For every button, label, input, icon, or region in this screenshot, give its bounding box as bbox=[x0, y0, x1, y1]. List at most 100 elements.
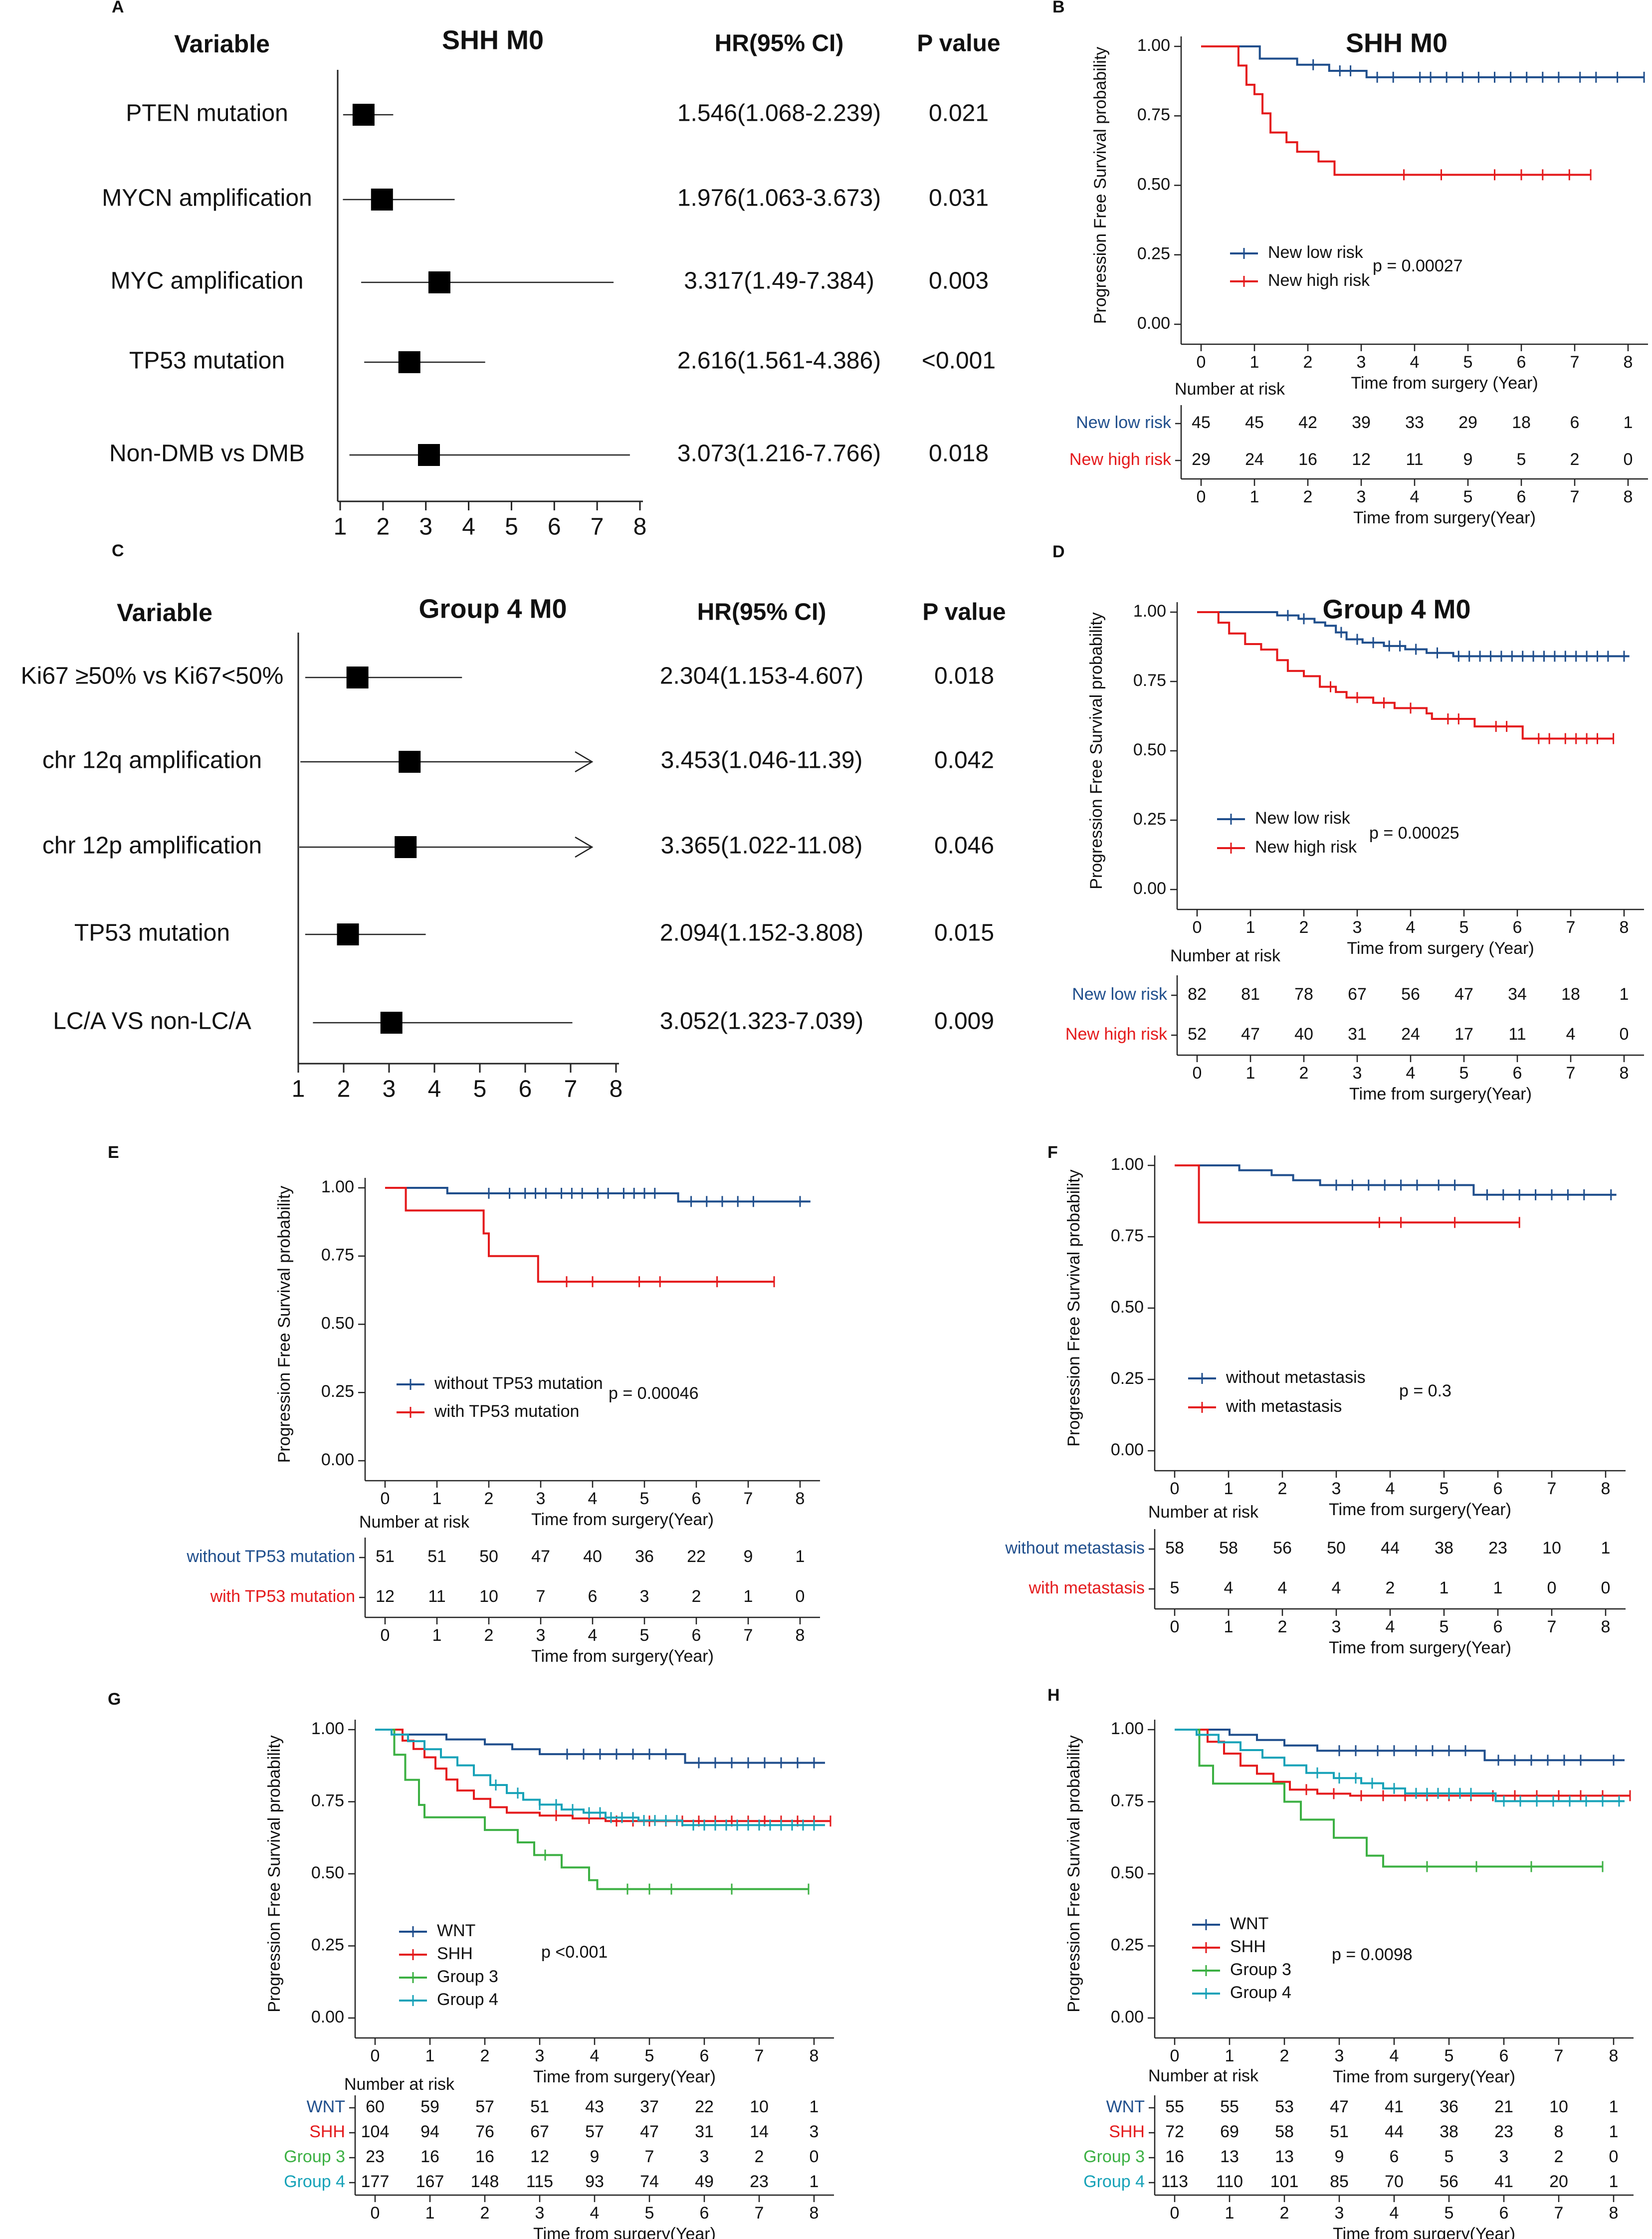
km-y-tick-label: 0.25 bbox=[321, 1382, 354, 1401]
risk-x-tick-label: 8 bbox=[1601, 1617, 1611, 1636]
risk-value: 45 bbox=[1245, 413, 1264, 432]
hr-marker bbox=[399, 751, 421, 773]
forest-title: SHH M0 bbox=[442, 25, 544, 55]
risk-x-tick-label: 7 bbox=[1570, 487, 1580, 506]
km-x-tick-label: 1 bbox=[1224, 1479, 1234, 1498]
risk-value: 57 bbox=[475, 2097, 494, 2116]
legend-label: Group 3 bbox=[437, 1967, 498, 1986]
risk-value: 29 bbox=[1192, 450, 1211, 469]
risk-value: 67 bbox=[530, 2122, 549, 2141]
risk-value: 4 bbox=[1224, 1578, 1234, 1597]
legend-label: Group 3 bbox=[1230, 1960, 1291, 1979]
km-x-tick-label: 7 bbox=[1554, 2046, 1564, 2065]
ci-arrow bbox=[575, 836, 594, 858]
row-p-value: 0.042 bbox=[934, 747, 994, 774]
km-x-tick-label: 7 bbox=[755, 2046, 764, 2065]
km-y-label: Progression Free Survival probability bbox=[1087, 612, 1106, 890]
km-x-tick-label: 5 bbox=[640, 1489, 649, 1508]
risk-x-tick-label: 6 bbox=[700, 2204, 709, 2223]
risk-x-tick-label: 5 bbox=[1463, 487, 1473, 506]
km-curve-shh bbox=[1175, 1729, 1630, 1797]
risk-x-label: Time from surgery(Year) bbox=[531, 1647, 714, 1666]
row-label: MYC amplification bbox=[111, 268, 304, 294]
km-x-tick-label: 2 bbox=[1303, 353, 1313, 372]
risk-value: 12 bbox=[530, 2147, 549, 2166]
risk-row-label: SHH bbox=[309, 2122, 345, 2141]
risk-value: 0 bbox=[1547, 1578, 1557, 1597]
km-x-tick-label: 2 bbox=[1278, 1479, 1287, 1498]
hr-marker bbox=[428, 271, 450, 293]
risk-value: 18 bbox=[1512, 413, 1531, 432]
risk-value: 40 bbox=[1294, 1025, 1313, 1044]
forest-x-tick-label: 6 bbox=[548, 514, 561, 540]
km-y-tick-label: 0.50 bbox=[1111, 1298, 1144, 1317]
risk-x-tick-label: 5 bbox=[645, 2204, 654, 2223]
forest-x-tick-label: 3 bbox=[419, 514, 432, 540]
risk-value: 14 bbox=[750, 2122, 769, 2141]
risk-x-tick-label: 3 bbox=[1357, 487, 1366, 506]
risk-value: 16 bbox=[475, 2147, 494, 2166]
risk-row-label: with metastasis bbox=[1029, 1578, 1145, 1597]
km-x-tick-label: 1 bbox=[1246, 918, 1255, 937]
risk-value: 1 bbox=[810, 2097, 819, 2116]
risk-value: 177 bbox=[361, 2172, 390, 2191]
risk-value: 0 bbox=[1609, 2147, 1619, 2166]
risk-x-label: Time from surgery(Year) bbox=[533, 2225, 716, 2239]
km-x-tick-label: 3 bbox=[535, 2046, 545, 2065]
risk-value: 52 bbox=[1188, 1025, 1207, 1044]
hr-marker bbox=[395, 836, 417, 858]
risk-x-tick-label: 6 bbox=[1493, 1617, 1503, 1636]
legend-label: WNT bbox=[1230, 1914, 1268, 1933]
risk-value: 47 bbox=[1454, 985, 1473, 1004]
risk-value: 0 bbox=[810, 2147, 819, 2166]
risk-x-tick-label: 4 bbox=[1390, 2204, 1399, 2223]
risk-value: 0 bbox=[1601, 1578, 1611, 1597]
risk-value: 10 bbox=[1542, 1539, 1561, 1558]
risk-value: 3 bbox=[810, 2122, 819, 2141]
risk-value: 148 bbox=[471, 2172, 499, 2191]
hr-marker bbox=[398, 351, 420, 373]
row-label: LC/A VS non-LC/A bbox=[53, 1008, 251, 1035]
km-y-tick-label: 0.25 bbox=[1133, 810, 1166, 829]
risk-value: 0 bbox=[1620, 1025, 1629, 1044]
risk-x-tick-label: 7 bbox=[744, 1626, 753, 1645]
risk-value: 23 bbox=[366, 2147, 385, 2166]
risk-row-label: New high risk bbox=[1069, 450, 1172, 469]
row-p-value: <0.001 bbox=[922, 348, 996, 374]
km-x-label: Time from surgery(Year) bbox=[533, 2067, 716, 2086]
km-curve-new-high-risk bbox=[1197, 611, 1614, 740]
km-y-tick-label: 0.75 bbox=[1137, 105, 1170, 124]
km-y-tick-label: 0.75 bbox=[311, 1791, 344, 1810]
risk-value: 1 bbox=[1609, 2122, 1619, 2141]
km-x-label: Time from surgery(Year) bbox=[1329, 1500, 1511, 1519]
risk-value: 57 bbox=[585, 2122, 604, 2141]
risk-value: 58 bbox=[1275, 2122, 1294, 2141]
km-y-tick-label: 0.75 bbox=[321, 1246, 354, 1265]
risk-value: 22 bbox=[687, 1547, 706, 1566]
row-hr-text: 3.073(1.216-7.766) bbox=[677, 441, 881, 467]
row-p-value: 0.018 bbox=[934, 663, 994, 689]
km-title: Group 4 M0 bbox=[1322, 594, 1470, 624]
km-p-value: p <0.001 bbox=[541, 1943, 608, 1962]
row-hr-text: 2.094(1.152-3.808) bbox=[660, 920, 863, 946]
risk-x-tick-label: 5 bbox=[1445, 2204, 1454, 2223]
km-x-tick-label: 8 bbox=[1601, 1479, 1611, 1498]
km-x-tick-label: 3 bbox=[1353, 918, 1362, 937]
risk-table-title: Number at risk bbox=[1148, 1503, 1259, 1522]
legend-label: with metastasis bbox=[1226, 1397, 1342, 1416]
risk-value: 23 bbox=[1494, 2122, 1513, 2141]
risk-value: 55 bbox=[1165, 2097, 1184, 2116]
risk-row-label: WNT bbox=[307, 2097, 345, 2116]
risk-value: 4 bbox=[1332, 1578, 1341, 1597]
risk-value: 2 bbox=[755, 2147, 764, 2166]
hr-marker bbox=[380, 1012, 403, 1034]
legend-label: Group 4 bbox=[437, 1990, 498, 2009]
risk-value: 85 bbox=[1330, 2172, 1349, 2191]
km-curve-with-metastasis bbox=[1175, 1164, 1520, 1224]
risk-value: 11 bbox=[428, 1587, 445, 1606]
risk-value: 10 bbox=[750, 2097, 769, 2116]
risk-value: 56 bbox=[1273, 1539, 1292, 1558]
risk-value: 24 bbox=[1401, 1025, 1420, 1044]
forest-x-tick-label: 4 bbox=[428, 1076, 441, 1103]
risk-x-tick-label: 2 bbox=[484, 1626, 494, 1645]
